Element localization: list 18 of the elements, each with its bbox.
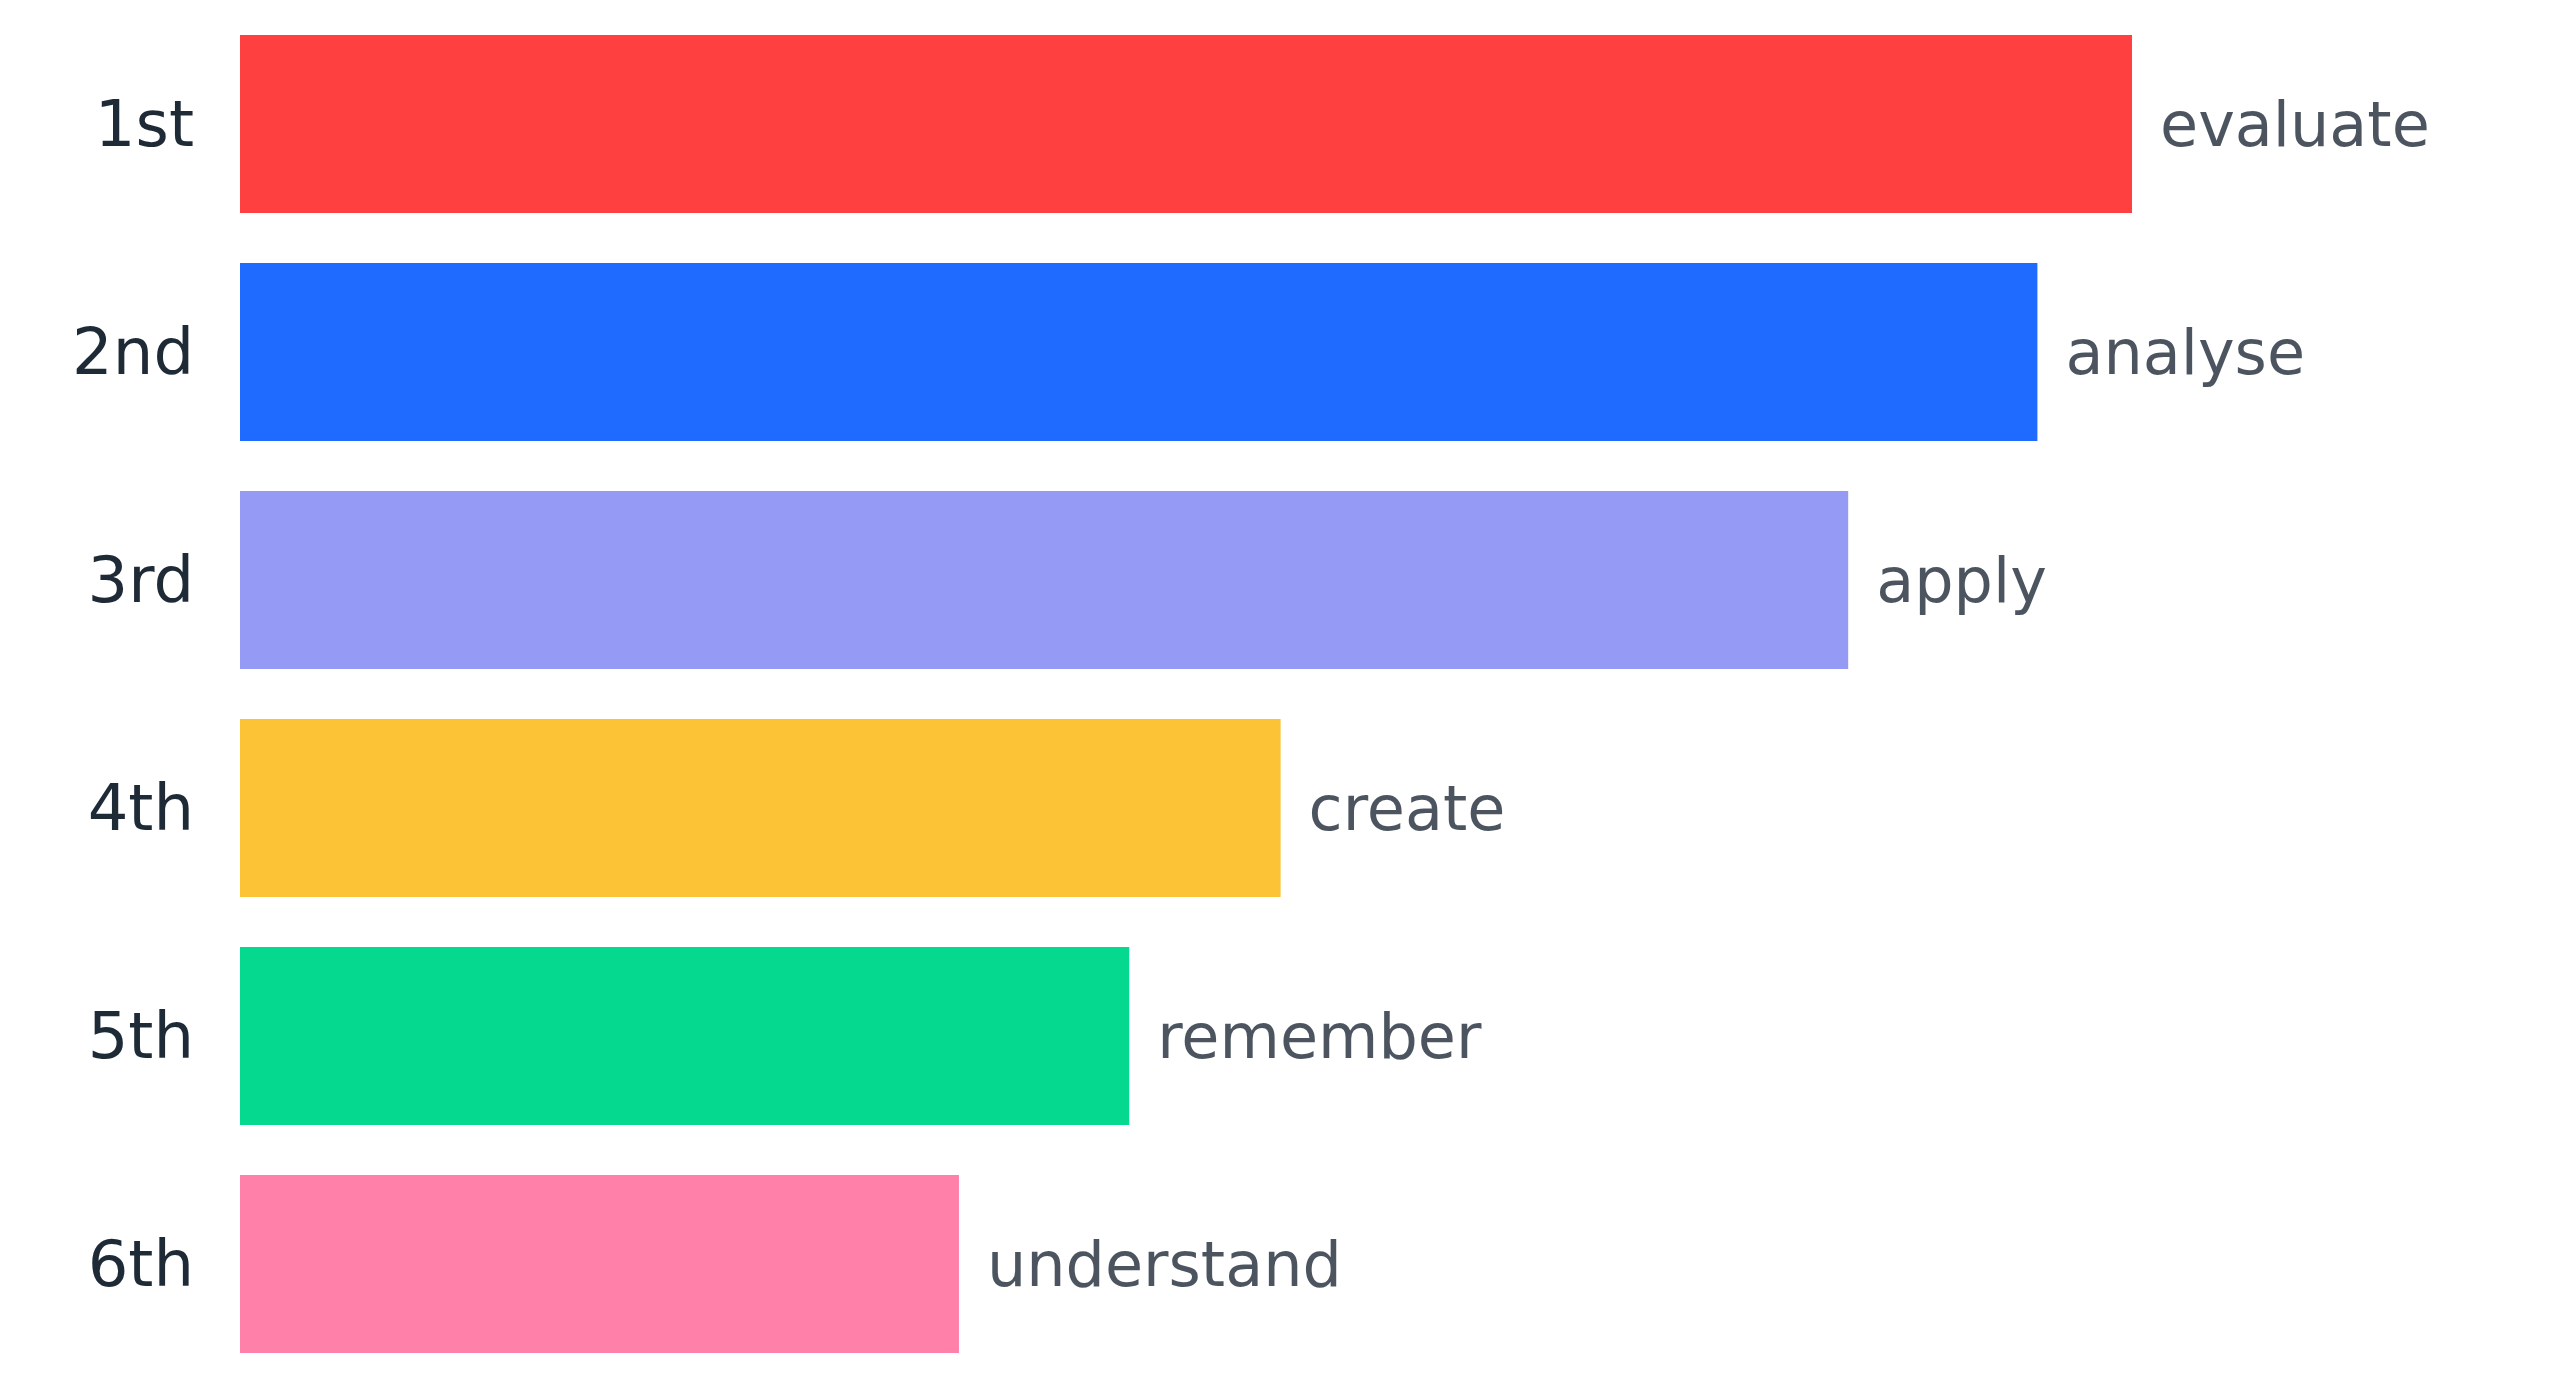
bar (240, 35, 2132, 213)
bar (240, 263, 2038, 441)
bar (240, 719, 1281, 897)
bar (240, 1175, 959, 1353)
annotation: analyse (2065, 315, 2306, 389)
y-tick-label: 5th (87, 999, 194, 1073)
y-tick-label: 2nd (72, 315, 194, 389)
annotation: apply (1876, 543, 2047, 617)
annotation: create (1308, 771, 1506, 845)
annotation: evaluate (2160, 87, 2430, 161)
y-tick-label: 1st (94, 87, 194, 161)
y-tick-label: 3rd (87, 543, 194, 617)
bar (240, 491, 1849, 669)
y-tick-label: 6th (87, 1227, 194, 1301)
annotation: remember (1157, 999, 1482, 1073)
bar (240, 947, 1130, 1125)
y-tick-label: 4th (87, 771, 194, 845)
annotation: understand (986, 1227, 1342, 1301)
